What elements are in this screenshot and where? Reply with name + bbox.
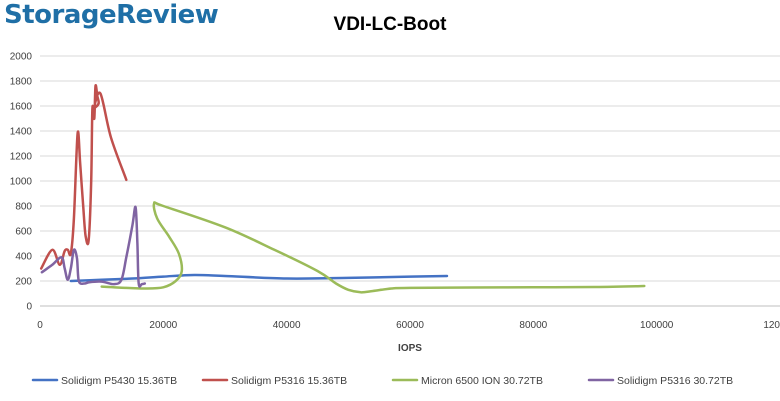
chart-title: VDI-LC-Boot (333, 14, 447, 35)
x-axis-label: IOPS (398, 343, 422, 354)
series-line-4 (40, 205, 147, 288)
y-tick-label: 200 (15, 277, 32, 288)
series-line-1 (69, 273, 449, 283)
x-tick-label: 80000 (519, 320, 547, 331)
storagereview-logo: StorageReview (4, 0, 219, 30)
y-tick-label: 1000 (10, 177, 33, 188)
series-lines (39, 83, 646, 294)
x-tick-label: 0 (37, 320, 43, 331)
x-tick-label: 60000 (396, 320, 424, 331)
y-tick-label: 1800 (10, 77, 33, 88)
x-axis-ticks: 0 20000 40000 60000 80000 100000 120000 (37, 320, 780, 331)
legend-label: Solidigm P5316 30.72TB (617, 375, 733, 387)
x-tick-label: 100000 (640, 320, 674, 331)
y-tick-label: 600 (15, 227, 32, 238)
y-tick-label: 0 (26, 302, 32, 313)
x-tick-label: 20000 (149, 320, 177, 331)
y-tick-label: 1600 (10, 102, 33, 113)
legend-label: Micron 6500 ION 30.72TB (421, 375, 543, 387)
x-tick-label: 120000 (763, 320, 780, 331)
y-tick-label: 800 (15, 202, 32, 213)
series-line-2 (39, 83, 128, 270)
x-tick-label: 40000 (273, 320, 301, 331)
legend-label: Solidigm P5430 15.36TB (61, 375, 177, 387)
y-tick-label: 1200 (10, 152, 33, 163)
y-tick-label: 1400 (10, 127, 33, 138)
y-tick-label: 400 (15, 252, 32, 263)
legend: Solidigm P5430 15.36TB Solidigm P5316 15.… (31, 375, 733, 387)
series-line-3 (100, 201, 646, 294)
y-axis-ticks: 0 200 400 600 800 1000 1200 1400 1600 1800 2000 (10, 52, 33, 313)
gridlines (40, 55, 780, 307)
y-tick-label: 2000 (10, 52, 33, 63)
legend-label: Solidigm P5316 15.36TB (231, 375, 347, 387)
